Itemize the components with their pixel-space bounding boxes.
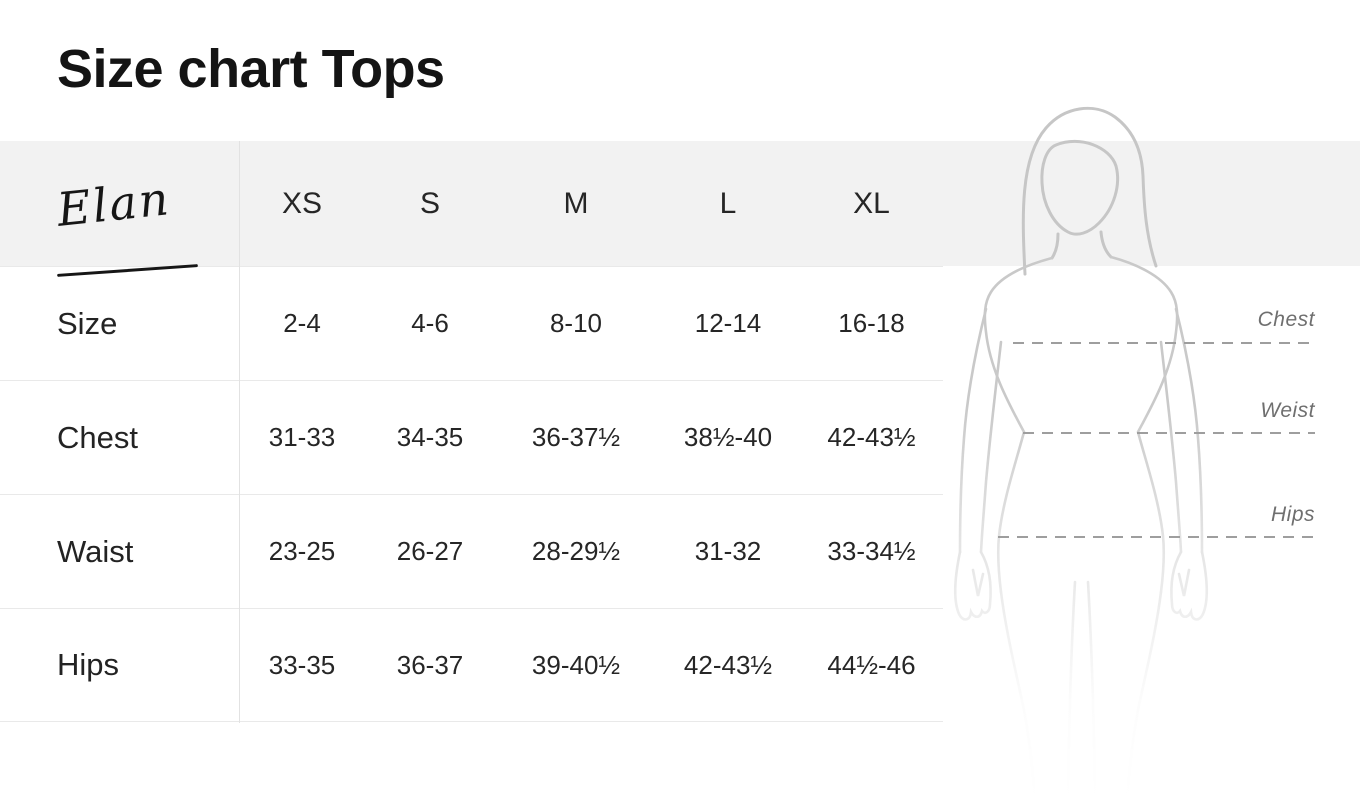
column-header-l: L bbox=[719, 186, 737, 220]
chest-m-value: 36-37½ bbox=[531, 422, 621, 452]
waist-m-value: 28-29½ bbox=[531, 536, 621, 566]
column-header-xs: XS bbox=[281, 186, 323, 220]
size-m-value: 8-10 bbox=[549, 308, 603, 338]
chest-s-value: 34-35 bbox=[396, 422, 464, 452]
hips-s-value: 36-37 bbox=[396, 649, 464, 680]
waist-l-value: 31-32 bbox=[694, 536, 762, 566]
row-label-chest: Chest bbox=[57, 419, 138, 455]
size-xl-value: 16-18 bbox=[838, 308, 905, 338]
size-l-value: 12-14 bbox=[694, 308, 762, 338]
row-label-waist: Waist bbox=[57, 533, 134, 569]
table-header-row: Elan XS S M L XL bbox=[0, 141, 943, 277]
hips-m-value: 39-40½ bbox=[531, 649, 621, 680]
woman-silhouette-illustration bbox=[950, 106, 1360, 804]
waist-xl-value: 33-34½ bbox=[827, 536, 916, 566]
column-header-xl: XL bbox=[853, 186, 890, 220]
table-row-hips: Hips 33-35 36-37 39-40½ 42-43½ 44½-46 bbox=[0, 608, 943, 722]
waist-annotation-label: Weist bbox=[1260, 399, 1315, 422]
page-title: Size chart Tops bbox=[57, 39, 445, 99]
size-table: Elan XS S M L XL Size 2-4 4-6 8-10 12-14… bbox=[0, 141, 943, 722]
chest-l-value: 38½-40 bbox=[683, 422, 773, 452]
hips-xl-value: 44½-46 bbox=[827, 649, 916, 680]
row-label-size: Size bbox=[57, 305, 118, 341]
chest-xl-value: 42-43½ bbox=[827, 422, 916, 452]
table-row-chest: Chest 31-33 34-35 36-37½ 38½-40 42-43½ bbox=[0, 380, 943, 494]
table-column-divider bbox=[239, 141, 240, 723]
brand-logo: Elan bbox=[0, 171, 240, 277]
row-label-hips: Hips bbox=[57, 647, 120, 682]
chest-annotation-label: Chest bbox=[1257, 308, 1315, 331]
hips-xs-value: 33-35 bbox=[268, 649, 336, 680]
measurement-lines-overlay bbox=[998, 342, 1315, 538]
chest-xs-value: 31-33 bbox=[268, 422, 336, 452]
hips-annotation-label: Hips bbox=[1270, 503, 1315, 526]
column-header-m: M bbox=[563, 186, 589, 220]
size-xs-value: 2-4 bbox=[283, 308, 321, 338]
waist-xs-value: 23-25 bbox=[268, 536, 336, 566]
table-header-band bbox=[0, 141, 1360, 266]
measurement-figure: Chest Weist Hips bbox=[940, 104, 1360, 804]
table-row-size: Size 2-4 4-6 8-10 12-14 16-18 bbox=[0, 266, 943, 380]
hips-l-value: 42-43½ bbox=[683, 649, 773, 680]
size-s-value: 4-6 bbox=[411, 308, 449, 338]
waist-s-value: 26-27 bbox=[396, 536, 464, 566]
column-header-s: S bbox=[419, 186, 440, 220]
brand-logo-text: Elan bbox=[54, 170, 173, 237]
table-row-waist: Waist 23-25 26-27 28-29½ 31-32 33-34½ bbox=[0, 494, 943, 608]
